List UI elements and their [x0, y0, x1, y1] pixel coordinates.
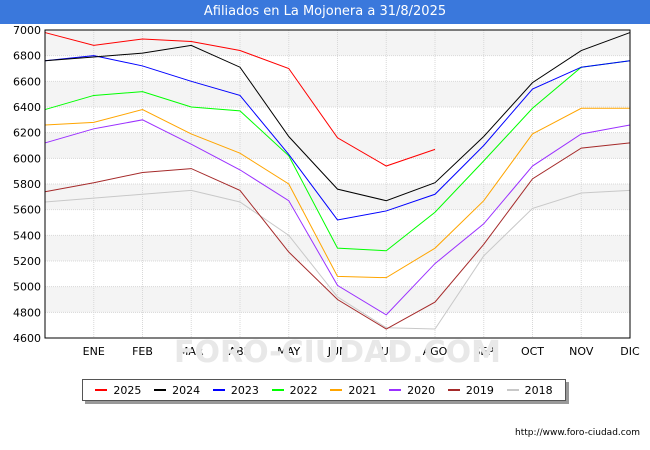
series-line-2023 — [44, 55, 631, 221]
x-tick-label: FEB — [132, 345, 153, 358]
legend-item-2019: 2019 — [447, 383, 494, 397]
legend-label: 2019 — [465, 383, 494, 397]
legend-item-2025: 2025 — [95, 384, 141, 397]
legend-swatch — [389, 389, 402, 391]
legend-item-2018: 2018 — [506, 383, 553, 397]
source-url: http://www.foro-ciudad.com — [515, 428, 640, 438]
x-tick-label: AGO — [423, 345, 448, 358]
plot-frame — [44, 29, 631, 339]
legend-label: 2020 — [407, 383, 436, 397]
legend-item-2024: 2024 — [154, 384, 200, 397]
legend-swatch — [95, 389, 108, 391]
x-tick-label: NOV — [569, 345, 594, 358]
x-tick-label: OCT — [521, 345, 544, 358]
y-tick-label: 6800 — [13, 50, 41, 63]
x-tick-label: MAY — [277, 345, 300, 358]
y-tick-label: 6200 — [13, 127, 41, 140]
legend-item-2022: 2022 — [271, 383, 318, 397]
y-tick-label: 5400 — [13, 229, 41, 242]
series-line-2019 — [44, 142, 631, 330]
legend-label: 2023 — [230, 383, 259, 397]
y-tick-label: 5000 — [13, 281, 41, 294]
series-line-2022 — [44, 60, 631, 252]
legend-label: 2025 — [113, 383, 142, 397]
x-tick-label: DIC — [620, 345, 640, 358]
y-tick-label: 4600 — [13, 332, 41, 345]
y-tick-label: 4800 — [13, 306, 41, 319]
y-tick-label: 6600 — [13, 75, 41, 88]
legend-swatch — [506, 389, 519, 391]
series-line-2018 — [44, 189, 631, 330]
y-tick-label: 6400 — [13, 101, 41, 114]
legend-label: 2021 — [348, 383, 377, 397]
y-tick-label: 5800 — [13, 178, 41, 191]
y-tick-label: 7000 — [13, 24, 41, 37]
series-line-2024 — [44, 32, 631, 202]
series-line-2025 — [44, 32, 436, 167]
legend-swatch — [154, 389, 167, 391]
legend-item-2020: 2020 — [389, 384, 435, 397]
chart-title: Afiliados en La Mojonera a 31/8/2025 — [0, 0, 650, 24]
legend-swatch — [212, 389, 225, 391]
legend-swatch — [447, 389, 460, 391]
legend-swatch — [271, 389, 284, 391]
legend-item-2021: 2021 — [330, 384, 376, 397]
series-line-2020 — [44, 119, 631, 316]
legend-swatch — [330, 389, 343, 391]
y-tick-label: 5600 — [13, 204, 41, 217]
y-tick-label: 5200 — [13, 255, 41, 268]
legend-item-2023: 2023 — [212, 383, 259, 397]
series-line-2021 — [44, 107, 630, 279]
x-tick-label: ENE — [83, 345, 105, 358]
x-tick-label: ABR — [229, 345, 252, 358]
x-tick-label: JUN — [327, 345, 348, 358]
legend-label: 2024 — [172, 383, 201, 397]
x-tick-label: MAR — [179, 345, 204, 358]
x-tick-label: SEP — [473, 345, 494, 358]
legend-label: 2018 — [524, 383, 553, 397]
watermark: FORO-CIUDAD.COM — [174, 335, 501, 370]
y-tick-label: 6000 — [13, 152, 41, 165]
chart-legend: 2025 2024 2023 2022 2021 2020 2019 2018 — [82, 379, 566, 401]
legend-label: 2022 — [289, 383, 318, 397]
x-tick-label: JUL — [377, 345, 396, 358]
